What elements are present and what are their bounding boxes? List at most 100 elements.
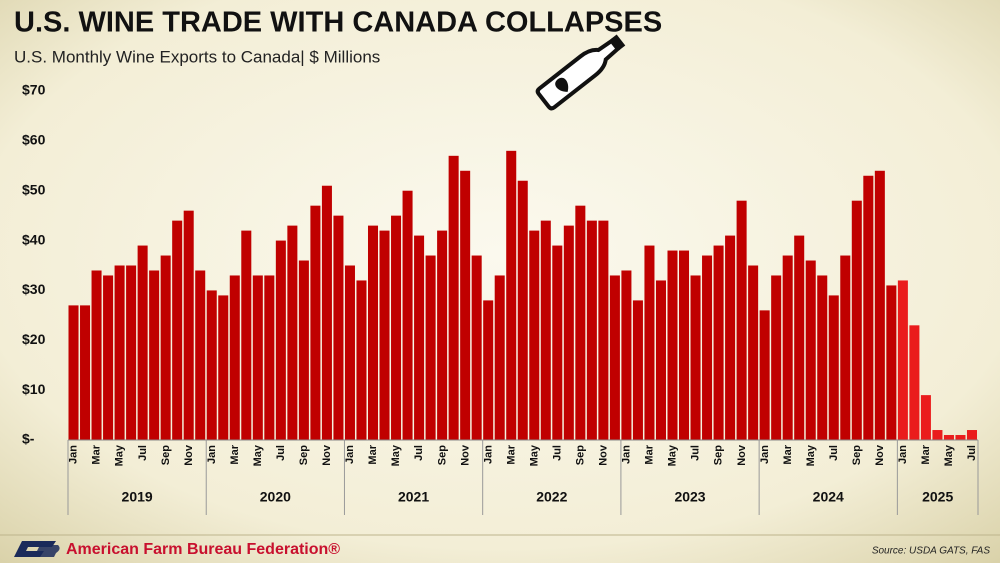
y-tick-label: $20	[22, 331, 46, 347]
x-tick-label: Nov	[598, 444, 610, 466]
year-label: 2020	[260, 489, 291, 505]
bar	[68, 305, 79, 440]
year-label: 2025	[922, 489, 953, 505]
y-tick-label: $30	[22, 281, 46, 297]
x-tick-label: Nov	[874, 444, 886, 466]
bar	[391, 215, 402, 440]
bar	[137, 245, 148, 440]
bar	[575, 205, 586, 440]
plot-area: $- $10 $20 $30 $40 $50 $60 $70 Jan Mar May Jul Sep No…	[22, 82, 979, 515]
y-tick-label: $70	[22, 82, 46, 98]
bar	[195, 270, 206, 440]
bar	[333, 215, 344, 440]
bar	[586, 220, 597, 440]
bar	[460, 170, 471, 440]
y-tick-label: $40	[22, 231, 46, 247]
bar	[103, 275, 114, 440]
x-tick-label: Mar	[782, 444, 794, 464]
bar	[287, 225, 298, 440]
x-tick-label: Jan	[344, 445, 356, 464]
bar	[609, 275, 620, 440]
bar	[206, 290, 217, 440]
bar	[598, 220, 609, 440]
bar	[725, 235, 736, 440]
y-tick-label: $50	[22, 181, 46, 197]
bar	[702, 255, 713, 440]
bar	[817, 275, 828, 440]
bar	[690, 275, 701, 440]
bar	[920, 395, 931, 440]
x-tick-label: May	[943, 444, 955, 466]
bar	[828, 295, 839, 440]
x-tick-label: May	[667, 444, 679, 466]
bar	[563, 225, 574, 440]
bar	[471, 255, 482, 440]
x-tick-label: Jan	[897, 445, 909, 464]
year-label: 2023	[674, 489, 705, 505]
x-tick-label: Jul	[275, 445, 287, 461]
x-tick-label: Nov	[321, 444, 333, 466]
x-tick-label: Jan	[68, 445, 80, 464]
logo	[14, 541, 60, 557]
bar	[897, 280, 908, 440]
bar	[794, 235, 805, 440]
bar	[229, 275, 240, 440]
x-tick-label: Jul	[966, 445, 978, 461]
bar	[909, 325, 920, 440]
bar	[425, 255, 436, 440]
bar	[126, 265, 137, 440]
bar	[321, 185, 332, 440]
x-tick-label: Jan	[206, 445, 218, 464]
x-tick-label: Sep	[851, 445, 863, 465]
x-tick-label: Sep	[713, 445, 725, 465]
bar	[540, 220, 551, 440]
bar	[218, 295, 229, 440]
x-tick-label: May	[114, 444, 126, 466]
chart-title: U.S. WINE TRADE WITH CANADA COLLAPSES	[14, 7, 662, 39]
x-tick-label: Sep	[298, 445, 310, 465]
bar	[252, 275, 263, 440]
bar	[863, 175, 874, 440]
x-tick-label: May	[805, 444, 817, 466]
bar	[275, 240, 286, 440]
bar	[552, 245, 563, 440]
bar	[310, 205, 321, 440]
bar	[851, 200, 862, 440]
bar	[621, 270, 632, 440]
bar	[874, 170, 885, 440]
bar	[367, 225, 379, 440]
x-tick-label: Mar	[505, 444, 517, 464]
bar	[943, 435, 954, 440]
bar	[402, 190, 413, 440]
x-tick-label: May	[528, 444, 540, 466]
bar	[379, 230, 390, 440]
y-tick-label: $10	[22, 381, 46, 397]
bar	[632, 300, 643, 440]
bar	[679, 250, 690, 440]
year-label: 2019	[122, 489, 153, 505]
year-label: 2022	[536, 489, 567, 505]
chart-subtitle: U.S. Monthly Wine Exports to Canada| $ M…	[14, 47, 380, 66]
year-label: 2024	[813, 489, 844, 505]
bar	[149, 270, 160, 440]
year-label: 2021	[398, 489, 429, 505]
x-tick-label: May	[390, 444, 402, 466]
bar	[298, 260, 309, 440]
bar	[172, 220, 183, 440]
x-tick-label: Sep	[160, 445, 172, 465]
bar	[713, 245, 724, 440]
bar	[160, 255, 171, 440]
bar	[932, 430, 943, 440]
x-tick-label: Jul	[413, 445, 425, 461]
bar	[886, 285, 897, 440]
bar	[667, 250, 678, 440]
bar	[529, 230, 540, 440]
x-tick-label: May	[252, 444, 264, 466]
bar	[344, 265, 355, 440]
bar	[955, 435, 966, 440]
x-tick-label: Mar	[229, 444, 241, 464]
bar	[966, 430, 977, 440]
bar	[782, 255, 793, 440]
bar	[241, 230, 252, 440]
